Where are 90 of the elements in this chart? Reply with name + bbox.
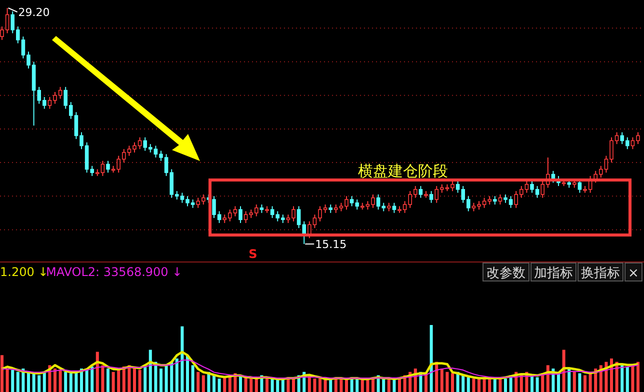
bar (112, 372, 115, 392)
text: 改参数 (486, 266, 526, 281)
bar (69, 373, 72, 392)
bar (117, 370, 120, 392)
bar (392, 380, 396, 392)
bar (360, 380, 364, 392)
bar (85, 370, 88, 392)
bar (16, 372, 20, 392)
bar (324, 380, 327, 392)
bar (6, 368, 9, 392)
bar (292, 378, 295, 392)
bar (488, 378, 492, 392)
bar (250, 378, 253, 392)
bar (180, 326, 184, 392)
bar (0, 355, 4, 392)
annotation: 29.20 (18, 6, 50, 19)
bar (138, 370, 142, 392)
bar (493, 378, 496, 392)
candlestick (429, 190, 434, 204)
bar (451, 373, 454, 392)
bar (313, 378, 316, 392)
bar (223, 377, 226, 392)
bar (90, 366, 94, 392)
bar (472, 378, 476, 392)
bar (584, 375, 586, 392)
bar (318, 378, 322, 392)
bar (212, 375, 216, 392)
bar (186, 355, 189, 392)
bar (38, 375, 41, 392)
candlestick (106, 160, 110, 174)
bar (128, 365, 131, 392)
bar (175, 358, 178, 392)
bar (106, 368, 110, 392)
text: 加指标 (534, 266, 573, 281)
bar (160, 368, 162, 392)
text: × (628, 266, 639, 281)
bar (440, 368, 444, 392)
bar (578, 373, 582, 392)
bar (244, 377, 248, 392)
bar (387, 378, 390, 392)
candlestick (498, 194, 502, 206)
annotation: 横盘建仓阶段 (358, 162, 448, 180)
bar (356, 378, 359, 392)
bar (446, 372, 449, 392)
bar (382, 378, 386, 392)
annotation: 15.15 (315, 238, 347, 251)
bar (191, 365, 194, 392)
bar (276, 380, 280, 392)
bar (626, 366, 629, 392)
bar (340, 378, 343, 392)
bar (64, 372, 68, 392)
bar (27, 372, 30, 392)
bar (170, 362, 174, 392)
bar (42, 372, 46, 392)
candlestick (578, 178, 582, 194)
bar (54, 368, 56, 392)
bar (636, 362, 640, 392)
candlestick (392, 202, 396, 214)
bar (466, 377, 470, 392)
bar (398, 378, 401, 392)
bar (254, 378, 258, 392)
text: MAVOL2: 33568.900 ↓ (46, 265, 182, 279)
bar (58, 370, 62, 392)
bar (202, 375, 205, 392)
bar (462, 375, 465, 392)
bar (101, 365, 104, 392)
bar (74, 372, 78, 392)
bar (218, 378, 221, 392)
text: 换指标 (581, 266, 620, 281)
bar (32, 373, 36, 392)
bar (430, 325, 433, 392)
bar (572, 372, 576, 392)
text: 1.200 ↓ (0, 265, 48, 279)
bar (504, 378, 507, 392)
candlestick (418, 186, 423, 198)
bar (196, 372, 200, 392)
bar (11, 370, 14, 392)
bar (620, 365, 624, 392)
bar (144, 366, 147, 392)
bar (164, 365, 168, 392)
bar (133, 368, 136, 392)
candlestick (238, 206, 242, 224)
bar (536, 377, 539, 392)
bar (568, 368, 571, 392)
bar (148, 350, 152, 392)
bar (631, 365, 634, 392)
bar (270, 378, 274, 392)
bar (122, 366, 126, 392)
text: S (248, 247, 258, 261)
bar (478, 378, 480, 392)
